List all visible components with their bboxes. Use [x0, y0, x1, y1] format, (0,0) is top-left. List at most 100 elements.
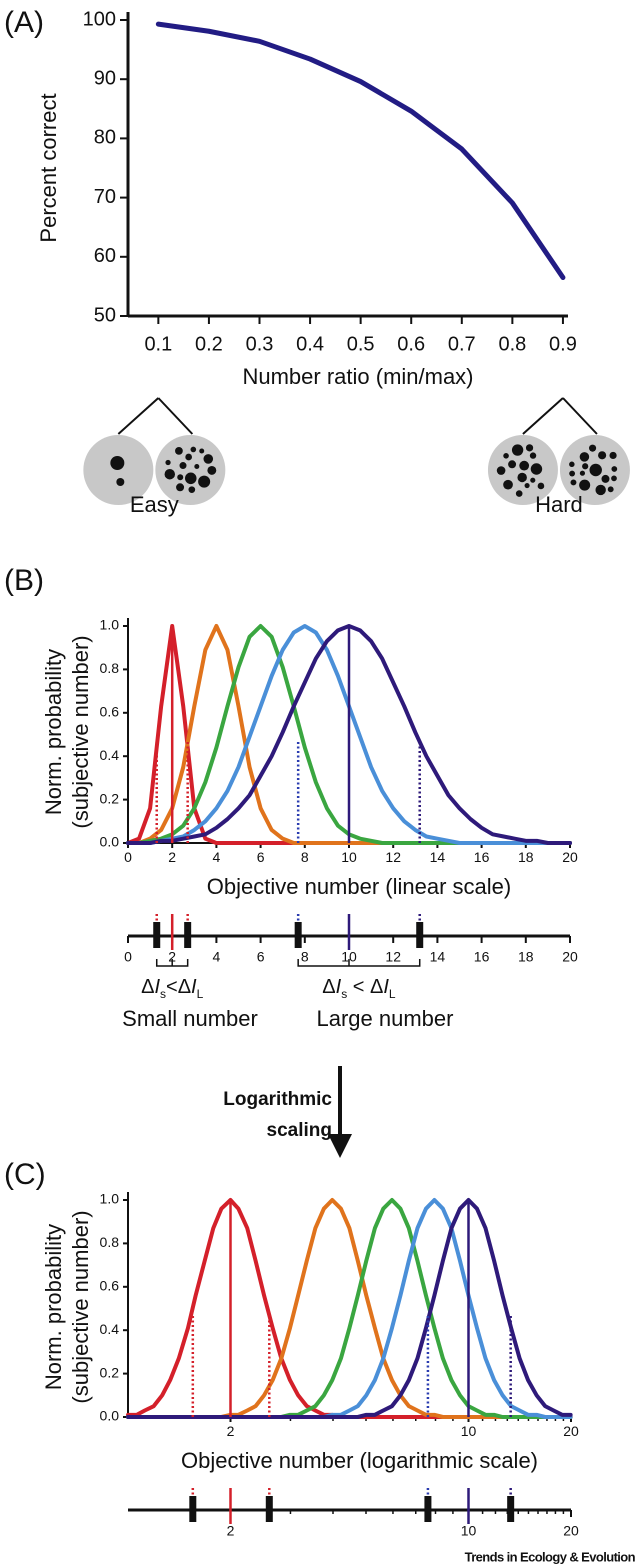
dot [190, 446, 197, 453]
interval-block [153, 922, 161, 948]
x-axis-label: Number ratio (min/max) [242, 364, 473, 389]
x-tick-label: 20 [563, 1423, 579, 1439]
dot [175, 446, 183, 455]
dot [164, 468, 176, 480]
arrow-head [328, 1134, 352, 1158]
delta-label-part: Δ [141, 976, 154, 998]
dot [582, 463, 589, 470]
dot [177, 474, 184, 481]
dot [611, 466, 618, 472]
dot [579, 479, 591, 491]
y-tick-label: 0.6 [100, 1278, 120, 1294]
y-tick-label: 100 [83, 8, 116, 30]
dot [569, 461, 575, 468]
x-tick-label: 0.5 [347, 333, 375, 355]
dot [503, 452, 509, 459]
interval-block [424, 1496, 432, 1522]
dot [503, 479, 513, 490]
number-line-label: 2 [168, 949, 176, 965]
line [155, 21, 566, 281]
dot [511, 444, 524, 456]
x-tick-label: 8 [301, 849, 309, 865]
delta-label-part: Δ [370, 976, 383, 998]
dot [176, 483, 185, 492]
x-tick-label: 2 [227, 1423, 235, 1439]
panel-label: (A) [4, 6, 44, 39]
y-axis-label: Norm. probability [41, 1224, 66, 1390]
number-line-label: 10 [341, 949, 357, 965]
number-line-label: 16 [474, 949, 490, 965]
dot [579, 452, 590, 462]
interval-block [507, 1496, 515, 1522]
dot [601, 474, 610, 483]
dot [589, 444, 597, 452]
footer: Trends in Ecology & Evolution [465, 1549, 636, 1564]
dot [179, 462, 187, 470]
dot [519, 460, 530, 471]
panel-label: (B) [4, 564, 44, 597]
x-tick-label: 18 [518, 849, 534, 865]
x-tick-label: 0 [124, 849, 132, 865]
y-tick-label: 90 [94, 67, 116, 89]
panel-label: (C) [4, 1158, 46, 1191]
magnitude-label: Small number [122, 1006, 258, 1031]
dot [595, 484, 606, 496]
dot [199, 448, 205, 454]
dot [529, 452, 537, 459]
transition-text: Logarithmic [223, 1089, 332, 1110]
dot [116, 478, 125, 486]
dot [165, 459, 171, 466]
interval-block [189, 1496, 197, 1522]
y-tick-label: 0.8 [100, 1234, 120, 1250]
dot [194, 463, 200, 469]
y-axis-label: (subjective number) [68, 635, 93, 828]
interval-block [265, 1496, 273, 1522]
x-tick-label: 10 [341, 849, 357, 865]
number-line-label: 2 [227, 1523, 235, 1539]
y-tick-label: 0.6 [100, 704, 120, 720]
number-line-label: 4 [213, 949, 221, 965]
x-tick-label: 16 [474, 849, 490, 865]
dot [508, 460, 517, 469]
number-line-label: 6 [257, 949, 265, 965]
delta-label-part: L [197, 987, 204, 1001]
transition-text: scaling [267, 1120, 332, 1141]
connector [562, 397, 598, 435]
number-line-label: 18 [518, 949, 534, 965]
x-tick-label: 6 [257, 849, 265, 865]
delta-label-part: I [154, 976, 160, 998]
y-tick-label: 1.0 [100, 1191, 120, 1207]
y-axis-label: (subjective number) [68, 1210, 93, 1403]
y-tick-label: 0.2 [100, 790, 120, 806]
x-tick-label: 10 [461, 1423, 477, 1439]
x-tick-label: 0.4 [296, 333, 324, 355]
connector [117, 397, 160, 435]
dot [609, 451, 617, 460]
dot [198, 475, 211, 488]
number-line-label: 20 [562, 949, 578, 965]
x-tick-label: 0.3 [246, 333, 274, 355]
interval-block [294, 922, 302, 948]
dot [611, 475, 617, 482]
dot [589, 463, 602, 477]
dot [598, 451, 607, 460]
interval-block [184, 922, 192, 948]
dot-array [83, 435, 154, 505]
dot [185, 453, 192, 461]
delta-label: ΔIs < ΔIL [322, 976, 396, 1001]
x-tick-label: 14 [430, 849, 446, 865]
number-line-label: 14 [430, 949, 446, 965]
y-tick-label: 1.0 [100, 617, 120, 633]
delta-label-part: I [336, 976, 342, 998]
dot [203, 454, 214, 464]
x-tick-label: 0.2 [195, 333, 223, 355]
number-line-label: 8 [301, 949, 309, 965]
x-tick-label: 4 [213, 849, 221, 865]
dot [570, 479, 577, 486]
dot [110, 456, 125, 470]
x-tick-label: 20 [562, 849, 578, 865]
y-tick-label: 60 [94, 245, 116, 267]
number-line-label: 20 [563, 1523, 579, 1539]
